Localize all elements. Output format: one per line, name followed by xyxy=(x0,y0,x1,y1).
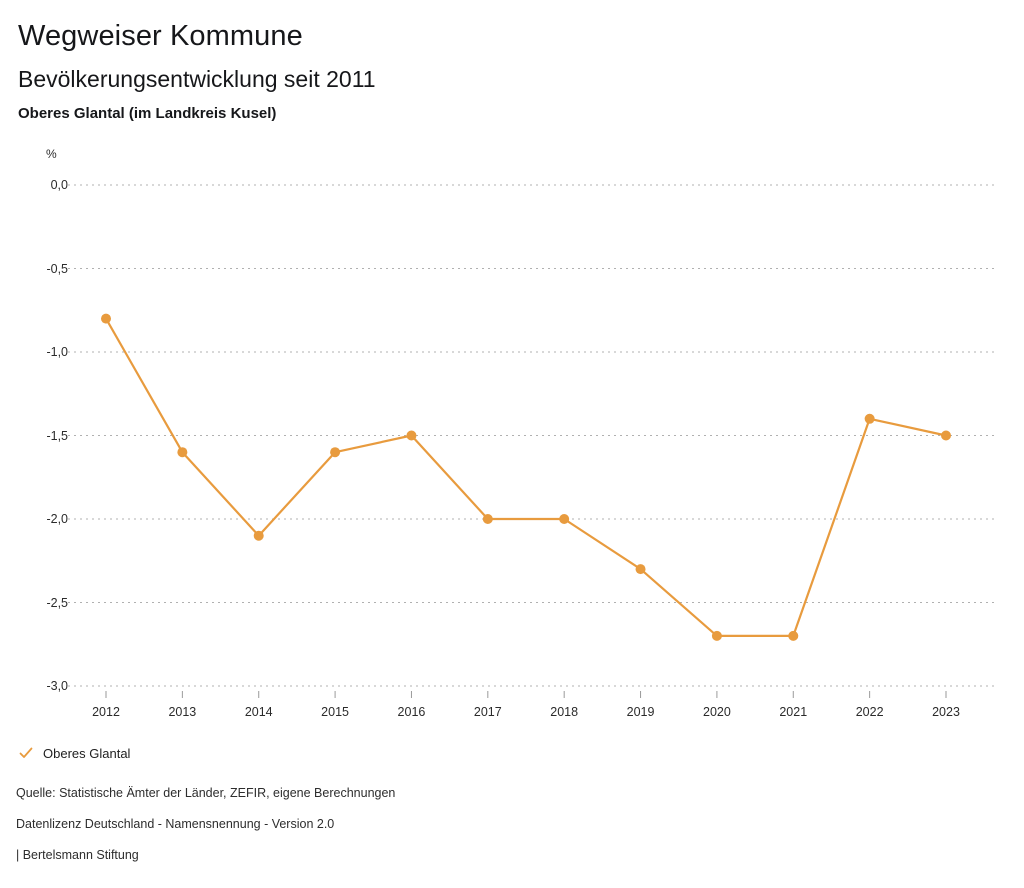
x-axis-tick-label: 2013 xyxy=(168,705,197,719)
chart-svg xyxy=(68,184,997,698)
x-axis-tick-label: 2012 xyxy=(92,705,120,719)
data-point[interactable] xyxy=(788,630,799,641)
x-axis-tick-label: 2017 xyxy=(473,705,502,719)
page-title: Wegweiser Kommune xyxy=(18,20,303,52)
x-axis-tick-label: 2015 xyxy=(321,705,349,719)
data-point[interactable] xyxy=(482,514,493,524)
x-axis-tick-label: 2014 xyxy=(244,705,273,719)
y-axis-tick-label: -3,0 xyxy=(46,679,68,693)
x-axis-tick-label: 2021 xyxy=(779,705,808,719)
data-point[interactable] xyxy=(330,447,341,458)
data-point[interactable] xyxy=(941,430,951,441)
x-axis-tick-label: 2020 xyxy=(703,705,731,719)
y-axis-tick-label: -2,5 xyxy=(46,595,68,610)
legend-item-label: Oberes Glantal xyxy=(43,745,131,761)
chart-plot-area: % 0,0 -0,5 -1,0 -1,5 -2,0 -2,5 -3,0 2012 2013 20… xyxy=(0,0,997,760)
footer-org: | Bertelsmann Stiftung xyxy=(16,848,139,862)
x-axis-tick-label: 2016 xyxy=(397,705,426,719)
footer-license: Datenlizenz Deutschland - Namensnennung … xyxy=(16,817,335,831)
data-point[interactable] xyxy=(406,430,417,441)
data-point[interactable] xyxy=(864,413,875,424)
series-markers xyxy=(101,313,951,641)
y-axis-tick-label: -1,5 xyxy=(46,428,68,443)
data-point[interactable] xyxy=(635,564,646,575)
data-point[interactable] xyxy=(253,530,264,541)
data-point[interactable] xyxy=(101,313,111,324)
x-axis-tick-label: 2019 xyxy=(626,705,655,719)
series-line xyxy=(104,317,948,638)
chart-legend[interactable]: Oberes Glantal xyxy=(18,745,130,761)
series-path xyxy=(104,317,948,638)
y-axis-tick-label: 0,0 xyxy=(50,178,68,192)
chart-subtitle: Bevölkerungsentwicklung seit 2011 xyxy=(18,66,376,92)
x-axis-tick-label: 2022 xyxy=(855,705,884,719)
check-icon xyxy=(19,747,33,758)
chart-region-name: Oberes Glantal (im Landkreis Kusel) xyxy=(18,105,277,122)
y-axis-unit-label: % xyxy=(46,147,57,161)
y-axis-tick-label: -1,0 xyxy=(46,345,68,359)
data-point[interactable] xyxy=(559,514,570,524)
x-axis-tick-label: 2023 xyxy=(932,705,960,719)
data-point[interactable] xyxy=(711,630,722,641)
y-axis-tick-label: -0,5 xyxy=(46,261,68,276)
data-point[interactable] xyxy=(177,447,188,458)
x-axis-ticks xyxy=(105,691,947,698)
x-axis-tick-label: 2018 xyxy=(550,705,579,719)
footer-source: Quelle: Statistische Ämter der Länder, Z… xyxy=(16,786,396,800)
y-axis-tick-label: -2,0 xyxy=(46,512,68,526)
gridlines xyxy=(68,184,997,687)
y-axis-tick-labels: 0,0 -0,5 -1,0 -1,5 -2,0 -2,5 -3,0 xyxy=(0,0,68,760)
